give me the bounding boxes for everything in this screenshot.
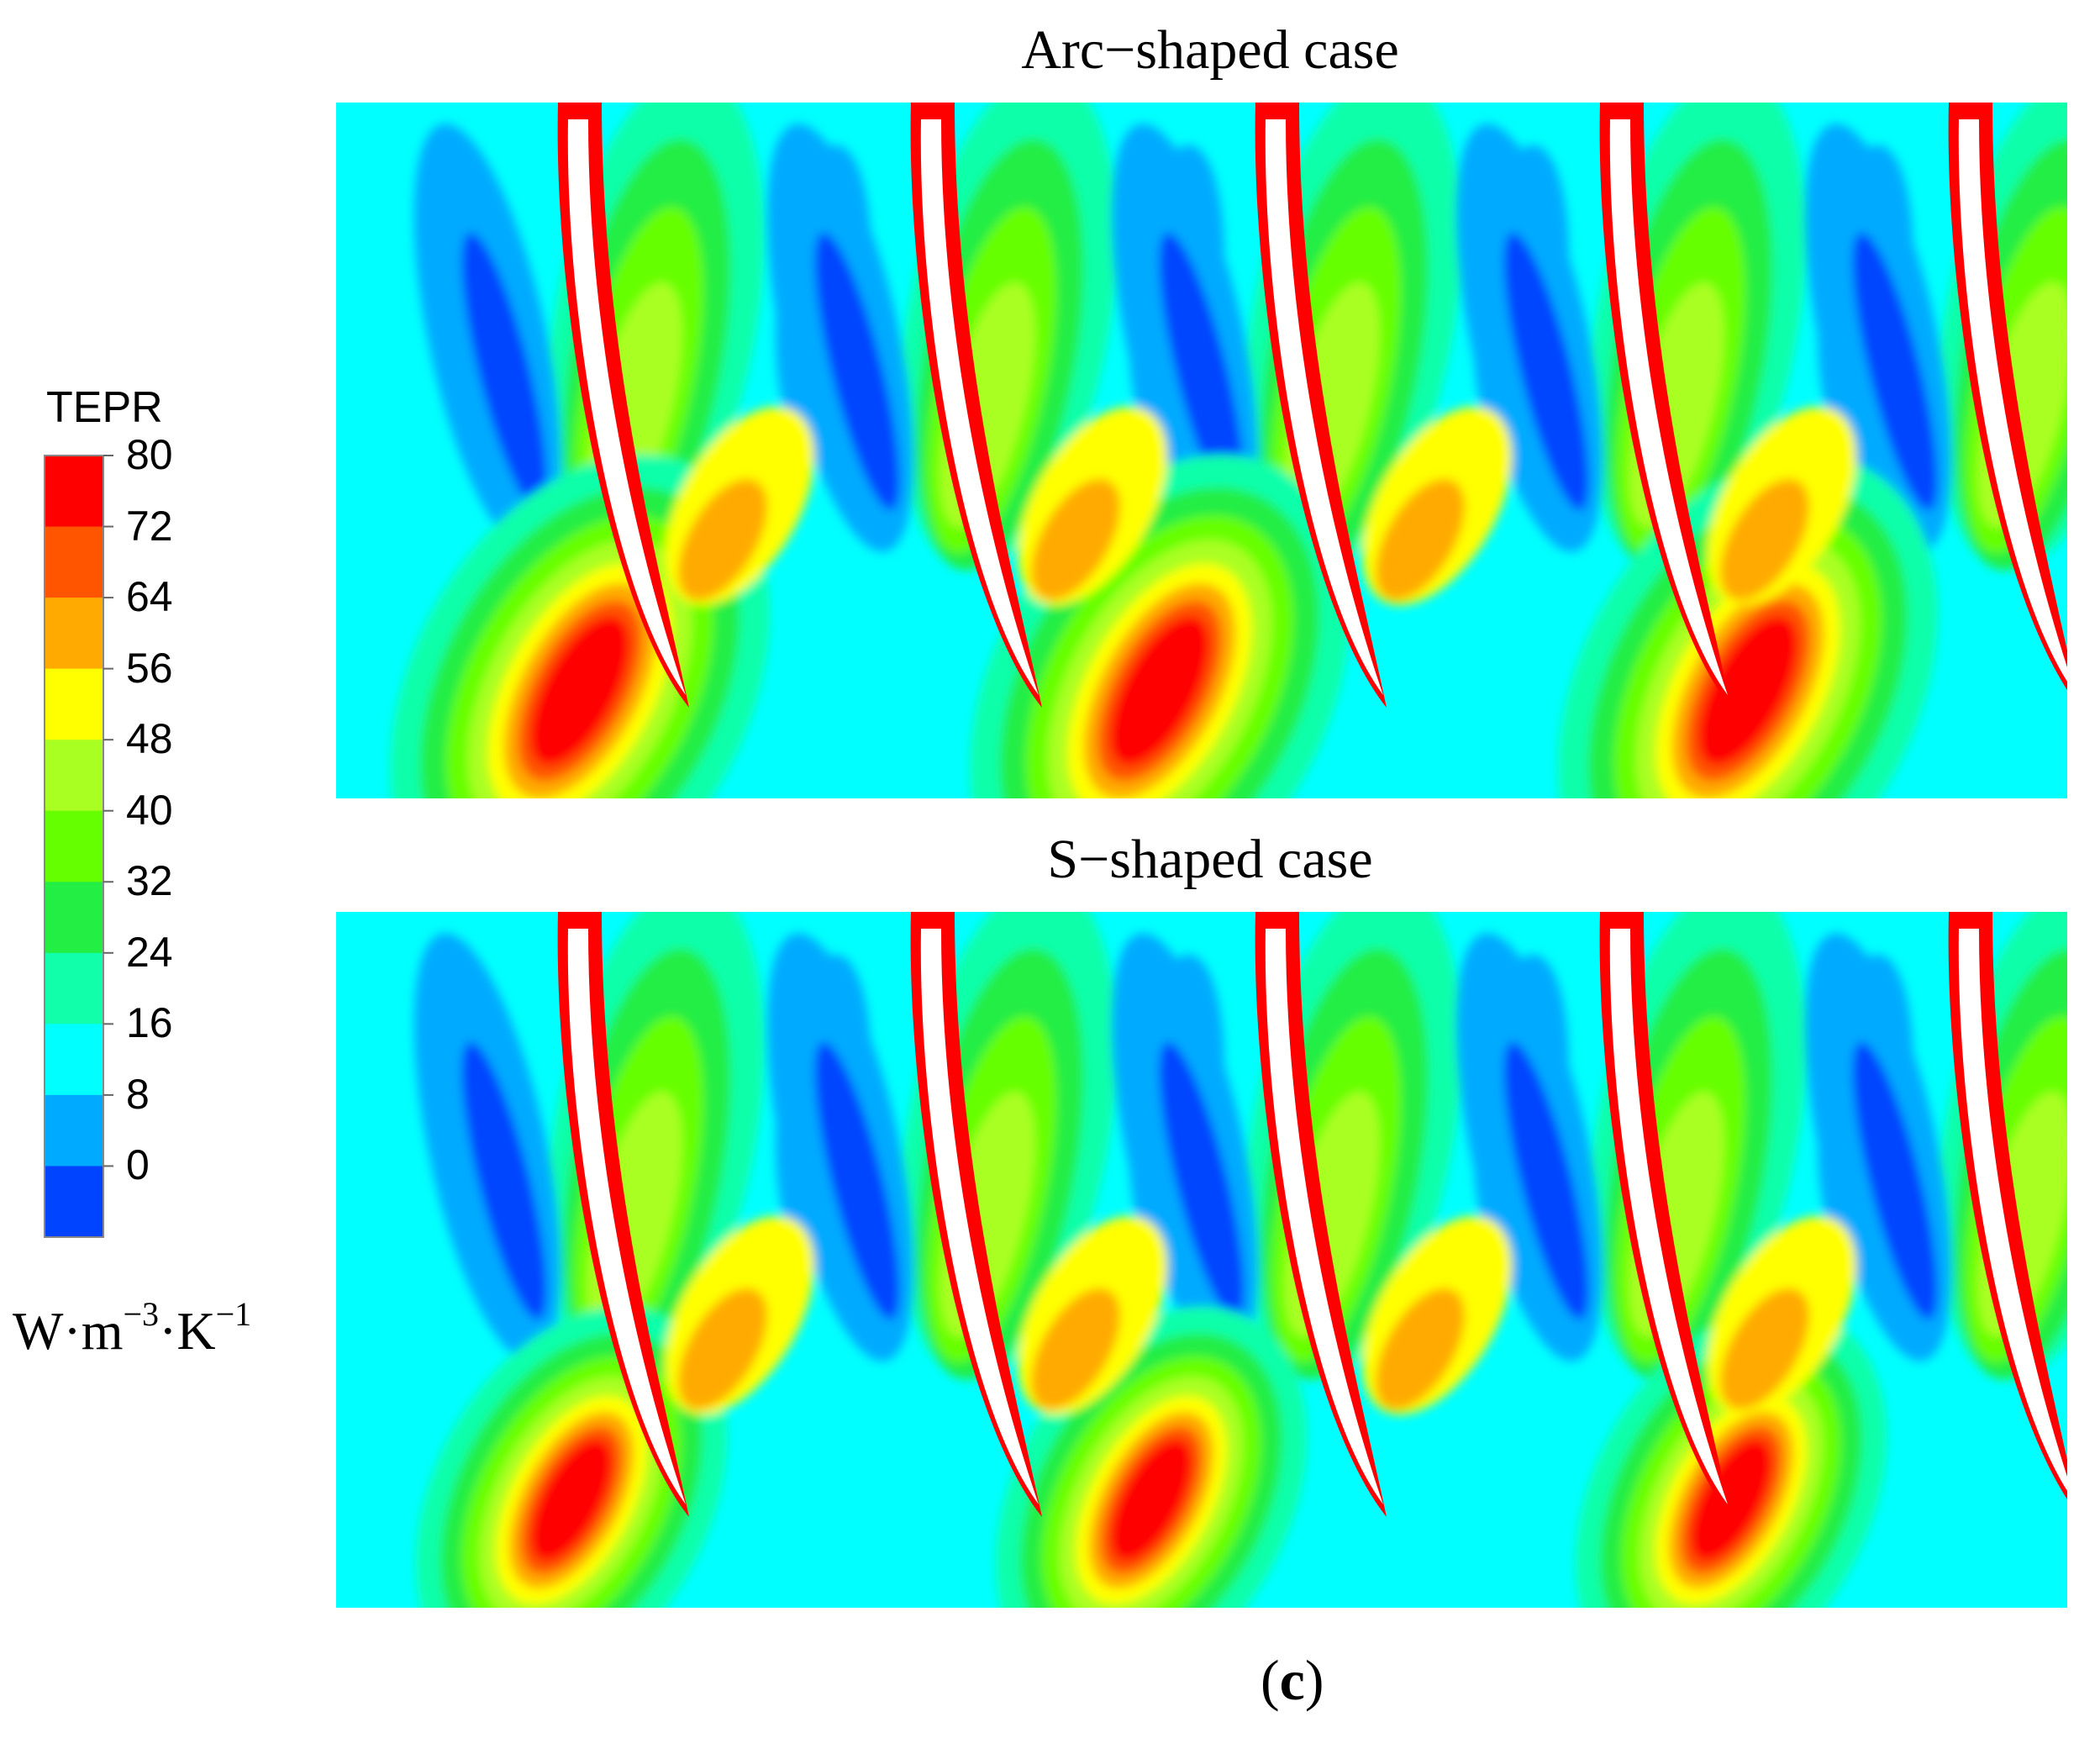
colorbar-band <box>45 598 103 670</box>
colorbar-tick-label: 56 <box>126 644 173 692</box>
colorbar-band <box>45 526 103 598</box>
wake-contour <box>1720 478 1809 601</box>
wake-contour <box>1376 478 1465 601</box>
contour-panel-arc <box>336 103 2067 798</box>
wake-contour <box>1376 1288 1465 1410</box>
colorbar-tick-label: 16 <box>126 999 173 1047</box>
flow-contour <box>1503 1041 1589 1320</box>
wake-contour <box>530 1439 613 1562</box>
colorbar-frame <box>44 455 104 1238</box>
units-exp-2: −1 <box>215 1295 252 1333</box>
flow-contour <box>461 1041 547 1320</box>
figure-label-open: ( <box>1261 1648 1280 1712</box>
contour-panel-s <box>336 912 2067 1608</box>
colorbar-band <box>45 1024 103 1096</box>
wake-contour <box>1109 616 1210 766</box>
colorbar-tick-label: 0 <box>126 1141 150 1189</box>
blade-body <box>920 929 1039 1504</box>
blade-body <box>567 119 686 695</box>
panel-title-arc: Arc−shaped case <box>1021 19 1399 81</box>
colorbar-tick-label: 64 <box>126 573 173 621</box>
blade-body <box>567 929 686 1504</box>
flow-contour <box>814 1041 900 1320</box>
wake-contour <box>529 616 630 766</box>
figure-label-letter: c <box>1279 1648 1305 1712</box>
colorbar-band <box>45 952 103 1024</box>
colorbar-band <box>45 1094 103 1167</box>
flow-contour <box>814 232 900 511</box>
colorbar-tick-label: 48 <box>126 715 173 763</box>
colorbar-band <box>45 882 103 954</box>
blade-body <box>1958 119 2067 682</box>
colorbar-tick-label: 40 <box>126 786 173 834</box>
legend-title: TEPR <box>46 383 163 432</box>
units-base-2: ·K <box>159 1301 216 1361</box>
colorbar-band <box>45 668 103 740</box>
flow-contour <box>1503 232 1589 511</box>
colorbar-band <box>45 456 103 528</box>
blade-body <box>1609 929 1728 1504</box>
wake-contour <box>1031 1288 1120 1410</box>
wake-contour <box>1697 616 1798 766</box>
figure-label: (c) <box>1261 1647 1324 1714</box>
units-base-1: W·m <box>13 1301 124 1361</box>
blade-body <box>1609 119 1728 695</box>
units-label: W·m−3·K−1 <box>13 1294 251 1362</box>
colorbar-tick-label: 8 <box>126 1070 150 1118</box>
blade-body <box>1958 929 2067 1491</box>
figure-label-close: ) <box>1304 1648 1324 1712</box>
colorbar-tick-label: 72 <box>126 502 173 550</box>
colorbar-tick-label: 80 <box>126 431 173 478</box>
blade-body <box>1265 119 1383 695</box>
wake-contour <box>678 1288 767 1410</box>
flow-contour <box>1159 232 1245 511</box>
colorbar-tick-label: 32 <box>126 857 173 905</box>
units-exp-1: −3 <box>123 1295 160 1333</box>
wake-contour <box>1720 1288 1809 1410</box>
colorbar <box>44 455 113 1238</box>
colorbar-band <box>45 740 103 812</box>
blade-body <box>1265 929 1383 1504</box>
flow-contour <box>1159 1041 1245 1320</box>
flow-contour <box>1852 232 1938 511</box>
colorbar-band <box>45 810 103 882</box>
colorbar-tick-label: 24 <box>126 928 173 976</box>
wake-contour <box>1031 478 1120 601</box>
panel-title-s: S−shaped case <box>1047 829 1373 890</box>
flow-contour <box>1852 1041 1938 1320</box>
wake-contour <box>1110 1439 1192 1562</box>
wake-contour <box>678 478 767 601</box>
blade-body <box>920 119 1039 695</box>
flow-contour <box>461 232 547 511</box>
wake-contour <box>1690 1439 1772 1562</box>
colorbar-band <box>45 1166 103 1238</box>
